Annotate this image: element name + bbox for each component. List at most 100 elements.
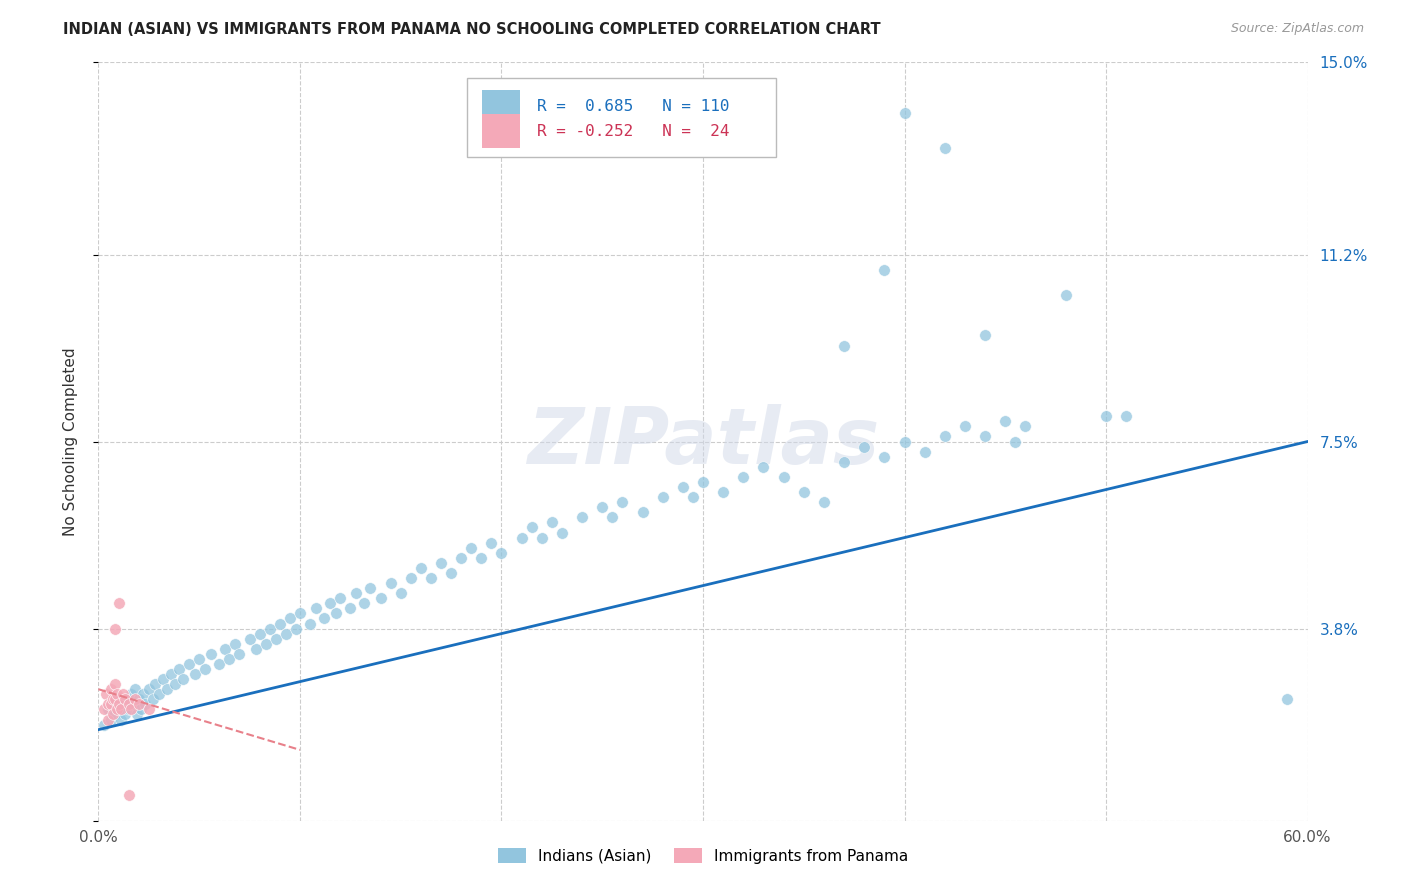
- Point: [692, 475, 714, 489]
- Point: [138, 682, 160, 697]
- Point: [224, 637, 246, 651]
- Point: [420, 571, 443, 585]
- FancyBboxPatch shape: [482, 90, 520, 124]
- Point: [450, 550, 472, 565]
- Point: [114, 692, 136, 706]
- Point: [103, 707, 125, 722]
- Point: [179, 657, 201, 671]
- Point: [111, 698, 134, 712]
- Point: [105, 687, 128, 701]
- Point: [284, 622, 307, 636]
- Point: [111, 687, 134, 701]
- Point: [120, 687, 142, 701]
- Point: [152, 672, 174, 686]
- Point: [214, 641, 236, 656]
- Point: [107, 698, 129, 712]
- Point: [430, 556, 453, 570]
- Point: [97, 698, 120, 712]
- Point: [97, 713, 120, 727]
- Point: [118, 698, 141, 712]
- Point: [314, 611, 336, 625]
- FancyBboxPatch shape: [467, 78, 776, 157]
- Point: [269, 616, 291, 631]
- Point: [100, 713, 122, 727]
- Point: [520, 520, 543, 534]
- Point: [125, 707, 148, 722]
- Point: [264, 632, 287, 646]
- FancyBboxPatch shape: [482, 114, 520, 148]
- Point: [259, 622, 281, 636]
- Point: [105, 692, 128, 706]
- Text: R = -0.252   N =  24: R = -0.252 N = 24: [537, 124, 730, 138]
- Point: [100, 698, 122, 712]
- Point: [121, 698, 143, 712]
- Point: [339, 601, 361, 615]
- Point: [893, 106, 915, 120]
- Point: [305, 601, 328, 615]
- Point: [96, 687, 118, 701]
- Point: [772, 470, 794, 484]
- Point: [163, 677, 186, 691]
- Point: [440, 566, 463, 580]
- Point: [1115, 409, 1137, 424]
- Point: [325, 607, 347, 621]
- Point: [612, 495, 634, 509]
- Point: [873, 450, 896, 464]
- Point: [128, 692, 150, 706]
- Point: [101, 707, 124, 722]
- Point: [274, 626, 297, 640]
- Point: [551, 525, 574, 540]
- Point: [793, 485, 815, 500]
- Point: [813, 495, 835, 509]
- Point: [110, 702, 132, 716]
- Point: [200, 647, 222, 661]
- Point: [1004, 434, 1026, 449]
- Point: [208, 657, 231, 671]
- Point: [832, 338, 855, 352]
- Point: [118, 789, 141, 803]
- Point: [602, 510, 624, 524]
- Point: [752, 459, 775, 474]
- Point: [115, 692, 138, 706]
- Point: [934, 429, 956, 443]
- Point: [540, 516, 562, 530]
- Point: [129, 702, 152, 716]
- Point: [288, 607, 311, 621]
- Point: [184, 667, 207, 681]
- Point: [481, 535, 503, 549]
- Point: [107, 596, 129, 610]
- Point: [319, 596, 342, 610]
- Point: [138, 702, 160, 716]
- Point: [1095, 409, 1118, 424]
- Point: [239, 632, 262, 646]
- Point: [114, 707, 136, 722]
- Point: [470, 550, 492, 565]
- Point: [299, 616, 322, 631]
- Point: [124, 692, 146, 706]
- Point: [631, 505, 654, 519]
- Point: [110, 713, 132, 727]
- Point: [711, 485, 734, 500]
- Point: [194, 662, 217, 676]
- Point: [651, 490, 673, 504]
- Point: [107, 702, 129, 716]
- Point: [510, 531, 533, 545]
- Point: [134, 698, 156, 712]
- Point: [249, 626, 271, 640]
- Point: [278, 611, 301, 625]
- Point: [953, 419, 976, 434]
- Point: [218, 652, 240, 666]
- Legend: Indians (Asian), Immigrants from Panama: Indians (Asian), Immigrants from Panama: [492, 842, 914, 870]
- Point: [380, 576, 402, 591]
- Point: [156, 682, 179, 697]
- Point: [188, 652, 211, 666]
- Point: [101, 698, 124, 712]
- Point: [93, 702, 115, 716]
- Point: [93, 717, 115, 731]
- Point: [1277, 692, 1299, 706]
- Point: [974, 328, 997, 343]
- Point: [914, 444, 936, 458]
- Point: [101, 692, 124, 706]
- Point: [571, 510, 593, 524]
- Point: [329, 591, 352, 606]
